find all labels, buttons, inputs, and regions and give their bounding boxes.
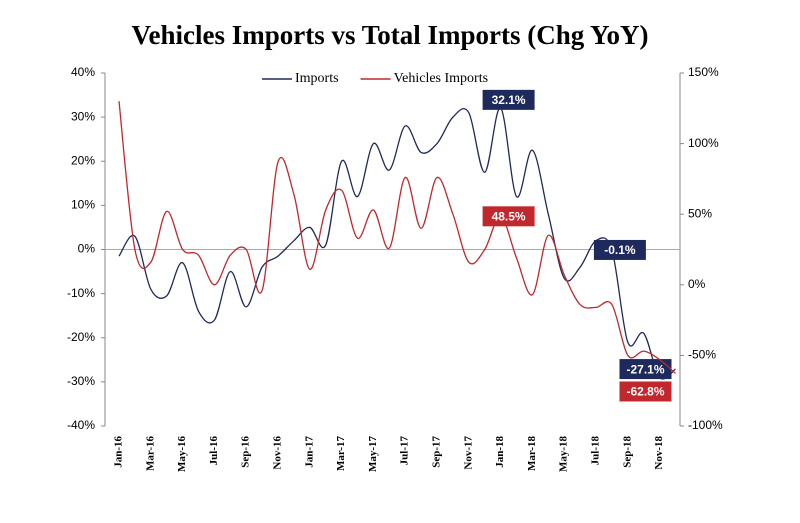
data-label: 32.1% [482,89,535,110]
y-tick-label: 20% [71,153,95,167]
data-label-box [619,381,672,402]
chart-title: Vehicles Imports vs Total Imports (Chg Y… [131,20,648,50]
x-tick-label: Nov-16 [272,436,284,470]
y2-tick-label: 100% [688,136,719,150]
x-tick-label: May-17 [367,436,379,473]
y2-tick-label: 150% [688,65,719,79]
x-tick-label: Nov-17 [462,436,474,470]
y-tick-label: -30% [67,374,95,388]
x-tick-label: Jan-18 [494,436,506,468]
data-label-text: -62.8% [626,385,664,399]
y-tick-label: 0% [78,242,96,256]
x-tick-label: Mar-17 [335,436,347,472]
x-tick-label: Jul-16 [208,436,220,466]
y-tick-label: -40% [67,418,95,432]
y2-tick-label: -100% [688,418,723,432]
y-tick-label: -10% [67,286,95,300]
series-line [118,107,676,380]
y-tick-label: 10% [71,198,95,212]
data-label-box [482,89,535,110]
x-tick-label: Jul-18 [590,436,602,466]
y-tick-label: 40% [71,65,95,79]
x-tick-label: Jan-16 [113,436,125,468]
x-tick-label: Nov-18 [653,436,665,470]
x-tick-label: Mar-16 [144,436,156,472]
data-label-box [593,239,646,260]
y2-tick-label: 0% [688,277,706,291]
data-label-text: -27.1% [626,362,664,376]
data-label-text: -0.1% [604,243,636,257]
data-label-box [482,206,535,227]
data-label: -27.1% [619,359,672,380]
y2-tick-label: -50% [688,348,716,362]
legend-label: Vehicles Imports [394,71,488,86]
data-label: 48.5% [482,206,535,227]
x-tick-label: Sep-16 [240,436,252,468]
x-tick-label: Jan-17 [303,436,315,468]
x-tick-label: Jul-17 [399,436,411,466]
x-tick-label: Sep-18 [621,436,633,468]
data-label-box [619,359,672,380]
x-tick-label: May-16 [176,436,188,473]
y-tick-label: 30% [71,109,95,123]
x-tick-label: Mar-18 [526,436,538,472]
data-label-text: 32.1% [492,93,526,107]
x-tick-label: Sep-17 [431,436,443,468]
y-tick-label: -20% [67,330,95,344]
data-label-text: 48.5% [492,209,526,223]
data-label: -0.1% [593,239,646,260]
y2-tick-label: 50% [688,206,712,220]
data-label: -62.8% [619,381,672,402]
x-tick-label: May-18 [558,436,570,473]
series-line [118,101,676,374]
legend-label: Imports [295,71,339,86]
